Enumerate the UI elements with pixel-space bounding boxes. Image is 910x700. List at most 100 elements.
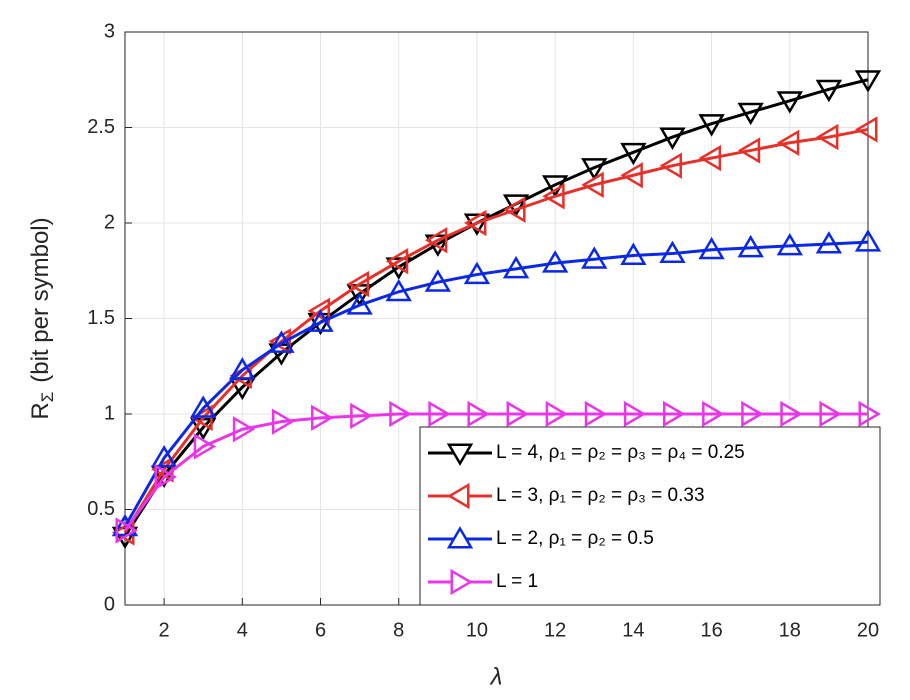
data-point xyxy=(662,400,686,428)
data-point xyxy=(463,261,491,285)
data-point xyxy=(584,400,608,428)
data-point xyxy=(698,236,725,260)
data-point xyxy=(115,517,138,544)
data-point xyxy=(854,70,882,93)
data-point xyxy=(776,233,803,256)
y-tick-label: 1 xyxy=(104,402,115,424)
data-point xyxy=(737,102,764,126)
data-point xyxy=(815,231,843,254)
data-point xyxy=(698,144,722,172)
legend-marker xyxy=(447,482,470,510)
data-point xyxy=(193,433,217,460)
y-tick-label: 2.5 xyxy=(87,116,115,138)
x-tick-label: 14 xyxy=(622,619,644,641)
data-point xyxy=(150,445,178,468)
data-point xyxy=(776,91,803,114)
data-point xyxy=(741,400,764,428)
data-point xyxy=(545,400,569,428)
data-point xyxy=(620,242,647,265)
data-point xyxy=(385,248,409,275)
y-axis-label-sub: Σ xyxy=(38,392,57,403)
data-point xyxy=(659,127,686,150)
data-point xyxy=(737,137,761,164)
data-point xyxy=(154,463,178,491)
data-point xyxy=(424,269,452,292)
x-tick-label: 20 xyxy=(857,619,879,641)
data-point xyxy=(111,513,139,537)
data-point xyxy=(307,297,331,325)
x-axis-label: λ xyxy=(489,663,503,690)
x-tick-label: 10 xyxy=(466,619,488,641)
data-point xyxy=(620,142,647,166)
data-point xyxy=(190,404,213,432)
data-point xyxy=(780,400,803,428)
data-point xyxy=(346,292,373,315)
data-point xyxy=(467,400,490,428)
data-point xyxy=(581,171,604,198)
data-point xyxy=(268,330,295,353)
data-point xyxy=(581,158,608,181)
data-point xyxy=(702,400,725,428)
x-tick-label: 6 xyxy=(315,619,326,641)
data-point xyxy=(502,255,530,279)
y-tick-label: 0 xyxy=(104,593,115,615)
data-point xyxy=(858,400,881,428)
y-axis-label-suffix: (bit per symbol) xyxy=(27,217,54,382)
data-point xyxy=(815,79,843,103)
data-point xyxy=(815,123,839,151)
y-axis-label: RΣ (bit per symbol) xyxy=(27,217,57,419)
data-point xyxy=(385,257,412,280)
data-point xyxy=(190,395,217,418)
y-axis-label-main: R xyxy=(27,402,54,419)
data-point xyxy=(581,246,608,269)
data-point xyxy=(385,278,412,302)
y-tick-label: 1.5 xyxy=(87,307,115,329)
x-tick-label: 16 xyxy=(700,619,722,641)
legend-label: L = 2, ρ₁ = ρ₂ = 0.5 xyxy=(496,528,654,549)
data-point xyxy=(659,240,686,264)
data-point xyxy=(542,183,565,210)
data-point xyxy=(506,400,529,428)
x-tick-label: 8 xyxy=(393,619,404,641)
data-point xyxy=(428,400,451,428)
data-point xyxy=(776,129,800,156)
x-tick-label: 4 xyxy=(237,619,248,641)
data-point xyxy=(541,250,569,273)
x-tick-label: 12 xyxy=(544,619,566,641)
data-point xyxy=(271,408,295,435)
data-point xyxy=(307,309,334,332)
data-point xyxy=(229,357,256,380)
data-point xyxy=(502,194,530,217)
legend-marker xyxy=(446,443,474,466)
data-point xyxy=(737,234,764,258)
data-point xyxy=(659,152,682,179)
legend-label: L = 1 xyxy=(496,571,538,592)
y-tick-label: 2 xyxy=(104,211,115,233)
data-point xyxy=(424,234,452,257)
y-tick-label: 3 xyxy=(104,20,115,42)
legend-marker xyxy=(446,526,474,549)
legend-marker xyxy=(450,568,473,596)
y-tick-label: 0.5 xyxy=(87,498,115,520)
x-tick-label: 2 xyxy=(159,619,170,641)
data-point xyxy=(855,116,878,143)
data-point xyxy=(350,402,373,430)
data-point xyxy=(389,400,412,428)
x-tick-label: 18 xyxy=(779,619,801,641)
data-point xyxy=(346,270,370,298)
data-point xyxy=(620,162,643,189)
data-point xyxy=(503,196,526,223)
data-point xyxy=(698,114,725,137)
data-point xyxy=(819,400,842,428)
data-point xyxy=(464,209,487,237)
legend-label: L = 3, ρ₁ = ρ₂ = ρ₃ = 0.33 xyxy=(496,485,705,506)
data-point xyxy=(623,400,647,428)
data-point xyxy=(854,229,882,252)
data-point xyxy=(424,227,448,254)
legend-label: L = 4, ρ₁ = ρ₂ = ρ₃ = ρ₄ = 0.25 xyxy=(496,442,745,463)
data-point xyxy=(232,416,256,443)
legend-box xyxy=(419,426,881,606)
series-line xyxy=(123,78,869,538)
data-point xyxy=(311,404,334,432)
